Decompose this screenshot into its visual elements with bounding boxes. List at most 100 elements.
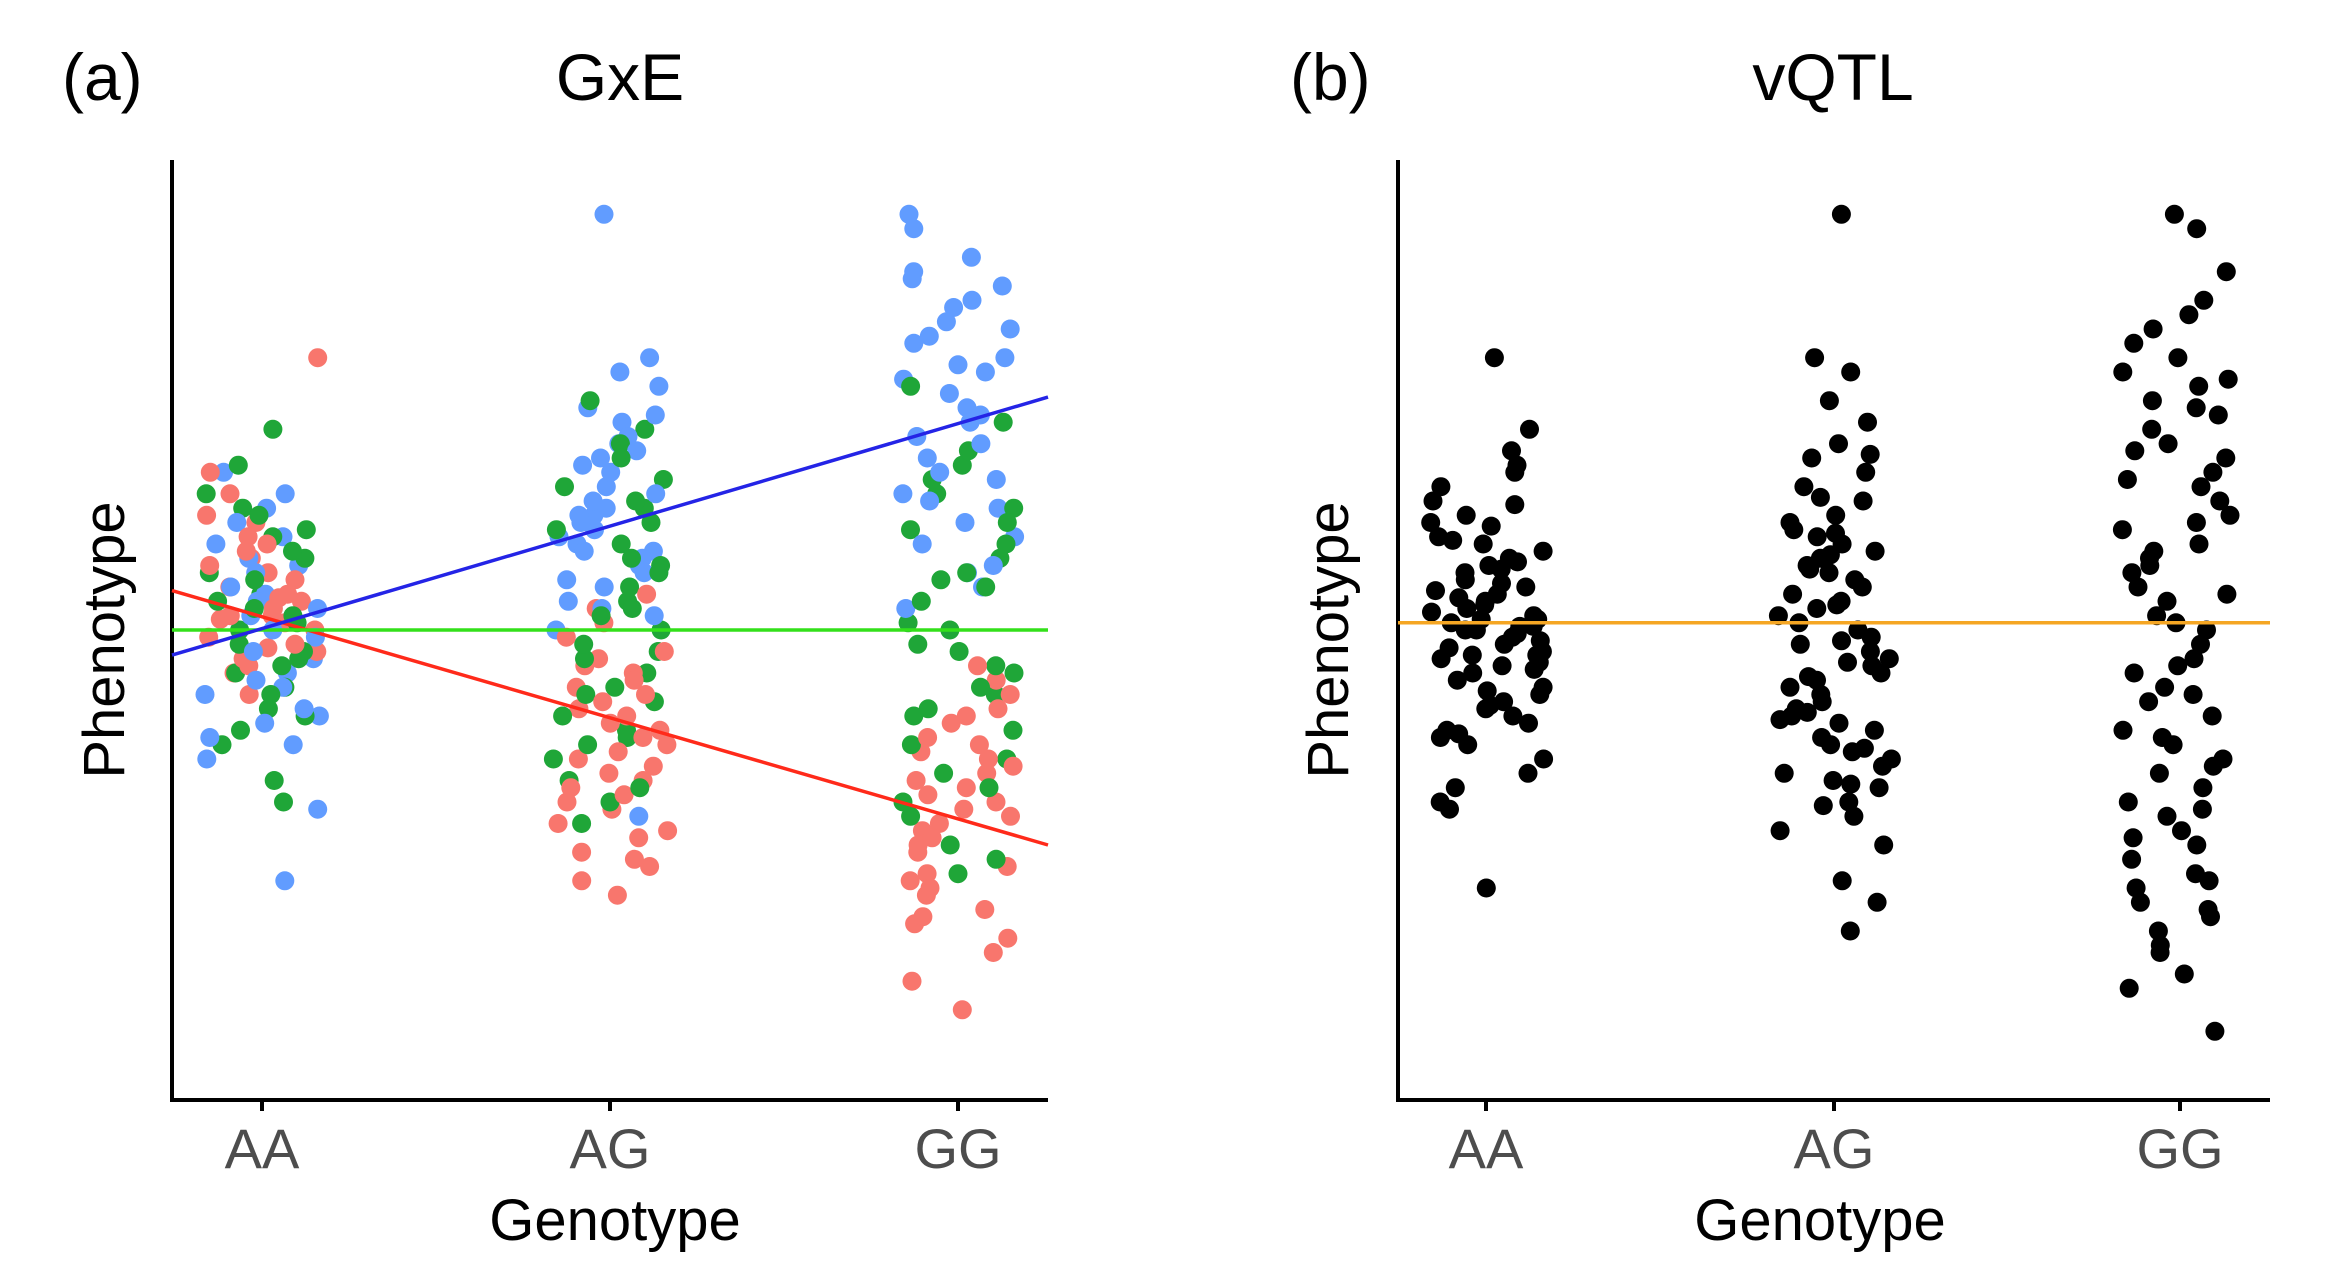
data-point (956, 778, 976, 798)
data-point (1864, 720, 1884, 740)
data-point (546, 520, 566, 540)
data-point (971, 434, 991, 454)
data-point (611, 448, 631, 468)
data-point (1519, 713, 1538, 733)
data-point (977, 763, 997, 783)
data-point (901, 735, 921, 755)
data-point (913, 907, 933, 927)
data-point (572, 814, 592, 833)
data-point (983, 556, 1003, 575)
data-point (1505, 495, 1525, 515)
panel-a-x-tick-label-aa: AA (225, 1117, 300, 1180)
data-point (1842, 742, 1862, 762)
data-point (2193, 778, 2213, 798)
data-point (1439, 638, 1459, 658)
data-point (612, 412, 632, 432)
data-point (308, 348, 328, 368)
data-point (583, 491, 603, 511)
data-point (1477, 681, 1497, 701)
data-point (2157, 591, 2177, 611)
data-point (1807, 527, 1827, 547)
data-point (630, 778, 650, 798)
data-point (2128, 577, 2148, 597)
data-point (908, 634, 928, 654)
data-point (308, 799, 328, 819)
data-point (584, 505, 604, 525)
data-point (952, 455, 972, 475)
data-point (961, 247, 981, 267)
data-point (200, 728, 220, 747)
data-point (949, 642, 969, 661)
data-point (2203, 462, 2223, 482)
data-point (1533, 541, 1553, 561)
panel-a-x-tick-label-gg: GG (914, 1117, 1001, 1180)
data-point (1492, 573, 1511, 593)
data-point (902, 971, 922, 991)
data-point (2172, 821, 2191, 841)
data-point (975, 900, 995, 919)
panel-b-x-tick-label-ag: AG (1794, 1117, 1875, 1180)
data-point (2199, 871, 2219, 891)
data-point (557, 792, 577, 812)
data-point (1858, 412, 1877, 432)
data-point (633, 728, 653, 747)
data-point (645, 405, 665, 425)
data-point (1832, 631, 1851, 651)
data-point (908, 835, 928, 855)
data-point (627, 441, 647, 461)
data-point (995, 348, 1015, 368)
data-point (258, 699, 278, 719)
data-point (1476, 878, 1496, 898)
data-point (634, 563, 654, 583)
data-point (257, 534, 277, 554)
data-point (918, 728, 938, 747)
data-point (1802, 448, 1822, 468)
data-point (1516, 577, 1536, 597)
data-point (986, 656, 1006, 676)
data-point (1443, 530, 1463, 550)
data-point (229, 634, 249, 654)
data-point (944, 298, 964, 317)
data-point (1871, 663, 1891, 683)
data-point (2122, 563, 2142, 583)
panel-b-title: vQTL (1752, 40, 1913, 114)
data-point (620, 577, 640, 597)
data-point (555, 477, 574, 497)
data-point (610, 362, 630, 382)
data-point (918, 785, 938, 805)
data-point (635, 419, 655, 439)
data-point (200, 462, 220, 482)
trend-line (171, 395, 1049, 657)
data-point (1480, 695, 1500, 715)
data-point (2184, 649, 2204, 669)
data-point (197, 505, 217, 525)
data-point (993, 412, 1013, 432)
data-point (2191, 477, 2211, 497)
data-point (971, 677, 990, 697)
data-point (307, 642, 327, 661)
data-point (1838, 652, 1857, 672)
data-point (200, 556, 220, 575)
data-point (2130, 892, 2150, 912)
data-point (1839, 792, 1859, 812)
data-point (1856, 462, 1876, 482)
data-point (605, 677, 625, 697)
data-point (624, 849, 644, 869)
data-point (653, 470, 673, 489)
data-point (574, 634, 594, 654)
data-point (1829, 434, 1848, 454)
data-point (2139, 692, 2159, 712)
data-point (904, 333, 924, 353)
data-point (986, 470, 1006, 489)
data-point (988, 699, 1008, 719)
data-point (1000, 685, 1020, 704)
data-point (901, 520, 920, 540)
data-point (593, 692, 613, 712)
data-point (1499, 548, 1519, 568)
data-point (643, 756, 663, 776)
data-point (1869, 778, 1889, 798)
data-point (227, 513, 247, 532)
data-point (979, 778, 999, 798)
data-point (985, 685, 1005, 704)
data-point (1003, 756, 1023, 776)
